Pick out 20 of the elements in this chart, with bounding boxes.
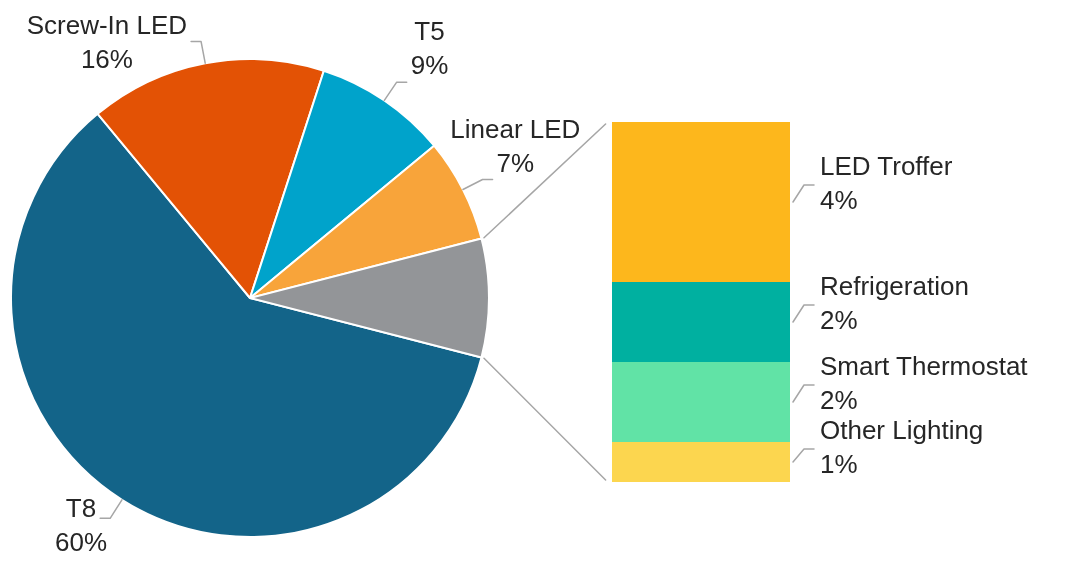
- data-label: 7%: [496, 147, 535, 178]
- slice-label: Linear LED: [450, 113, 581, 144]
- bar: [612, 122, 790, 282]
- bar: [612, 362, 790, 442]
- series-label: LED Troffer: [820, 151, 953, 182]
- data-label: 4%: [820, 185, 858, 216]
- series-label: Other Lighting: [820, 415, 984, 446]
- data-label: 2%: [820, 305, 858, 336]
- data-label: 16%: [80, 43, 133, 74]
- bar: [612, 442, 790, 482]
- slice-label: T5: [414, 16, 445, 47]
- bar: [612, 282, 790, 362]
- data-label: 60%: [54, 526, 107, 557]
- slice-label: T8: [65, 492, 97, 523]
- series-label: Smart Thermostat: [820, 351, 1029, 382]
- data-label: 2%: [820, 385, 858, 416]
- data-label: 9%: [410, 50, 449, 81]
- data-label: 1%: [820, 449, 858, 480]
- slice-label: Screw-In LED: [26, 9, 188, 40]
- series-label: Refrigeration: [820, 271, 969, 302]
